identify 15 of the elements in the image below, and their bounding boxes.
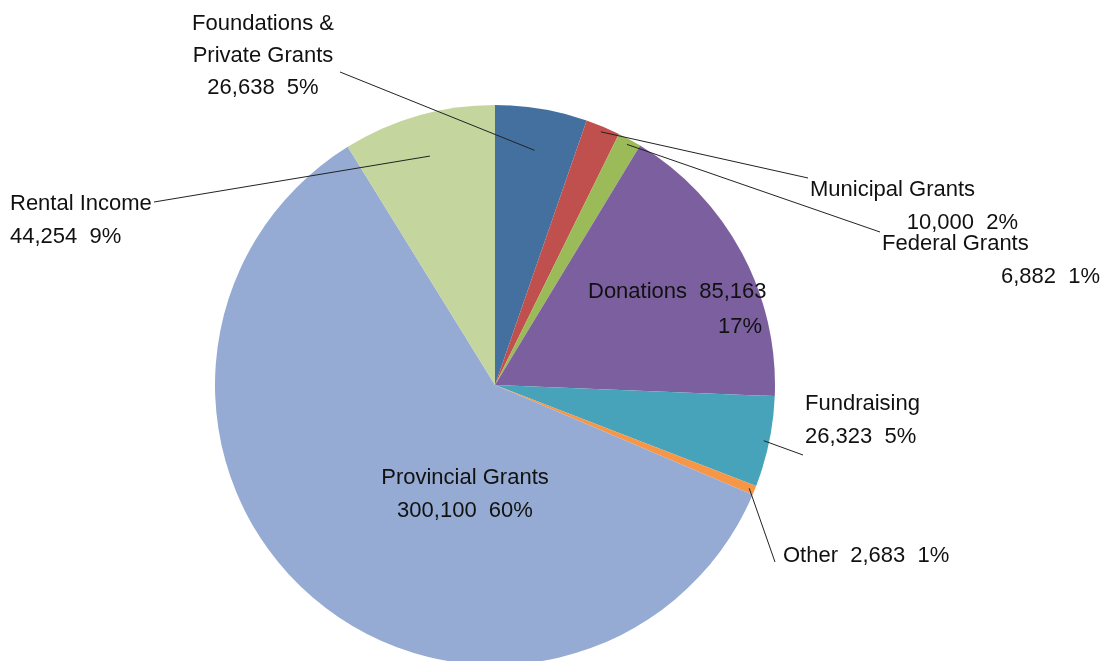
slice-label: Other 2,683 1% — [783, 542, 950, 567]
data-label: 44,254 9% — [10, 223, 122, 248]
data-label: 26,323 5% — [805, 423, 917, 448]
pie-slice — [495, 105, 587, 385]
slice-label: Provincial Grants — [381, 464, 549, 489]
slice-label: Rental Income — [10, 190, 152, 215]
data-label: 26,638 5% — [207, 74, 319, 99]
slice-label: Foundations & Private Grants — [192, 10, 335, 67]
data-label: 10,000 2% — [906, 209, 1018, 234]
pie-slice — [495, 145, 775, 397]
data-label: 6,882 1% — [1000, 263, 1100, 288]
slice-label: Fundraising — [805, 390, 920, 415]
slice-label: Municipal Grants — [810, 176, 976, 201]
pie-slice — [347, 105, 495, 385]
data-label: 300,100 60% — [397, 497, 533, 522]
